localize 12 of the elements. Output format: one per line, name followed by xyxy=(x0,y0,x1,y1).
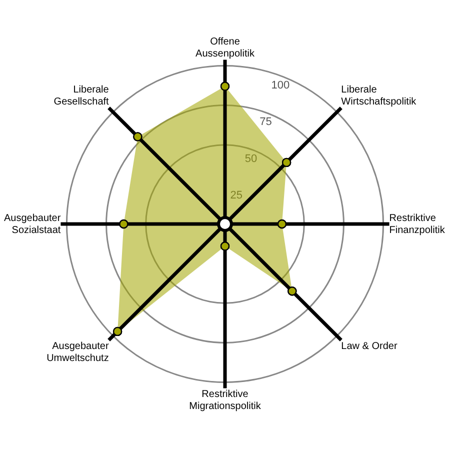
spoke-label: Ausgebauter Umweltschutz xyxy=(46,340,110,364)
spoke-label: Ausgebauter Sozialstaat xyxy=(4,212,62,236)
spoke-label: Offene Aussenpolitik xyxy=(196,36,256,60)
spoke-label: Restriktive Migrationspolitik xyxy=(189,389,262,412)
y-tick-label: 50 xyxy=(244,152,258,165)
spoke-label: Liberale Gesellschaft xyxy=(54,84,110,108)
y-tick-label: 25 xyxy=(230,190,242,202)
spoke-label: Restriktive Finanzpolitik xyxy=(389,212,446,236)
spoke-label: Liberale Wirtschaftspolitik xyxy=(341,84,418,108)
y-tick-label: 75 xyxy=(260,116,272,128)
spoke-label: Law & Order xyxy=(341,340,398,352)
y-tick-label: 100 xyxy=(271,79,290,92)
